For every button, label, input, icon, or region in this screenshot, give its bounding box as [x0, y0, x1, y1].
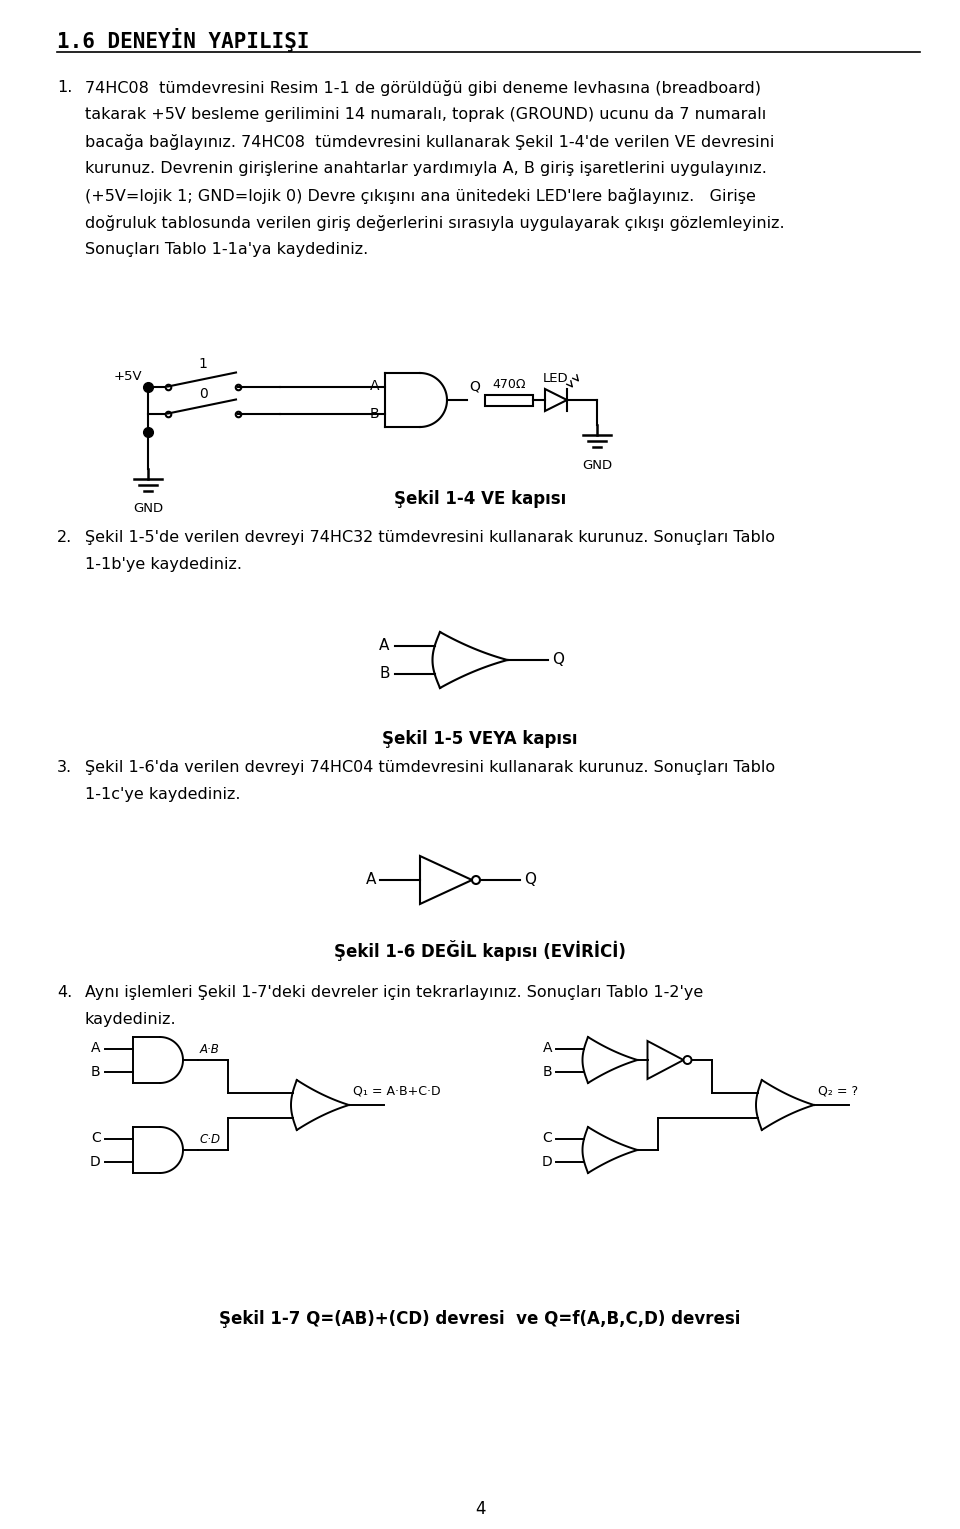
Text: D: D [89, 1154, 101, 1168]
Text: 1-1c'ye kaydediniz.: 1-1c'ye kaydediniz. [85, 787, 241, 803]
Text: D: D [541, 1154, 552, 1168]
Text: 74HC08  tümdevresini Resim 1-1 de görüldüğü gibi deneme levhasına (breadboard): 74HC08 tümdevresini Resim 1-1 de görüldü… [85, 80, 761, 96]
Text: A: A [91, 1041, 101, 1055]
Text: 470Ω: 470Ω [492, 378, 526, 390]
Text: C·D: C·D [200, 1133, 221, 1147]
Text: 1.: 1. [57, 80, 72, 95]
Text: A: A [379, 639, 390, 653]
Text: Q₂ = ?: Q₂ = ? [818, 1084, 858, 1096]
Text: C: C [542, 1131, 552, 1145]
Text: 1: 1 [199, 358, 207, 372]
Text: Q: Q [524, 873, 536, 887]
Text: kurunuz. Devrenin girişlerine anahtarlar yardımıyla A, B giriş işaretlerini uygu: kurunuz. Devrenin girişlerine anahtarlar… [85, 161, 767, 176]
Text: 0: 0 [199, 387, 207, 401]
Text: A: A [366, 873, 376, 887]
Text: Şekil 1-5'de verilen devreyi 74HC32 tümdevresini kullanarak kurunuz. Sonuçları T: Şekil 1-5'de verilen devreyi 74HC32 tümd… [85, 531, 775, 544]
Text: Şekil 1-5 VEYA kapısı: Şekil 1-5 VEYA kapısı [382, 729, 578, 748]
Text: 1.6 DENEYİN YAPILIŞI: 1.6 DENEYİN YAPILIŞI [57, 28, 309, 52]
Text: B: B [91, 1064, 101, 1078]
Text: Q: Q [553, 653, 564, 668]
Text: 1-1b'ye kaydediniz.: 1-1b'ye kaydediniz. [85, 557, 242, 572]
Text: A: A [370, 379, 379, 393]
Text: LED: LED [543, 372, 569, 385]
Text: GND: GND [132, 503, 163, 515]
Bar [485, 394, 533, 405]
Text: Aynı işlemleri Şekil 1-7'deki devreler için tekrarlayınız. Sonuçları Tablo 1-2'y: Aynı işlemleri Şekil 1-7'deki devreler i… [85, 985, 704, 1000]
Text: (+5V=lojik 1; GND=lojik 0) Devre çıkışını ana ünitedeki LED'lere bağlayınız.   G: (+5V=lojik 1; GND=lojik 0) Devre çıkışın… [85, 188, 756, 203]
Text: Şekil 1-7 Q=(AB)+(CD) devresi  ve Q=f(A,B,C,D) devresi: Şekil 1-7 Q=(AB)+(CD) devresi ve Q=f(A,B… [219, 1310, 741, 1329]
Text: Q: Q [469, 381, 480, 394]
Text: +5V: +5V [113, 370, 142, 382]
Text: 3.: 3. [57, 760, 72, 775]
Text: doğruluk tablosunda verilen giriş değerlerini sırasıyla uygulayarak çıkışı gözle: doğruluk tablosunda verilen giriş değerl… [85, 216, 784, 231]
Text: A·B: A·B [200, 1043, 220, 1057]
Text: GND: GND [582, 459, 612, 472]
Text: bacağa bağlayınız. 74HC08  tümdevresini kullanarak Şekil 1-4'de verilen VE devre: bacağa bağlayınız. 74HC08 tümdevresini k… [85, 135, 775, 150]
Text: C: C [91, 1131, 101, 1145]
Text: Q₁ = A·B+C·D: Q₁ = A·B+C·D [353, 1084, 441, 1096]
Text: B: B [542, 1064, 552, 1078]
Text: Şekil 1-4 VE kapısı: Şekil 1-4 VE kapısı [394, 489, 566, 508]
Text: B: B [370, 407, 379, 420]
Text: 4.: 4. [57, 985, 72, 1000]
Text: Şekil 1-6'da verilen devreyi 74HC04 tümdevresini kullanarak kurunuz. Sonuçları T: Şekil 1-6'da verilen devreyi 74HC04 tümd… [85, 760, 775, 775]
Text: Sonuçları Tablo 1-1a'ya kaydediniz.: Sonuçları Tablo 1-1a'ya kaydediniz. [85, 242, 369, 257]
Text: 4: 4 [475, 1500, 485, 1518]
Text: Şekil 1-6 DEĞİL kapısı (EVİRİCİ): Şekil 1-6 DEĞİL kapısı (EVİRİCİ) [334, 940, 626, 962]
Text: kaydediniz.: kaydediniz. [85, 1012, 177, 1027]
Text: 2.: 2. [57, 531, 72, 544]
Text: takarak +5V besleme gerilimini 14 numaralı, toprak (GROUND) ucunu da 7 numaralı: takarak +5V besleme gerilimini 14 numara… [85, 107, 766, 122]
Text: B: B [379, 667, 390, 682]
Text: A: A [542, 1041, 552, 1055]
